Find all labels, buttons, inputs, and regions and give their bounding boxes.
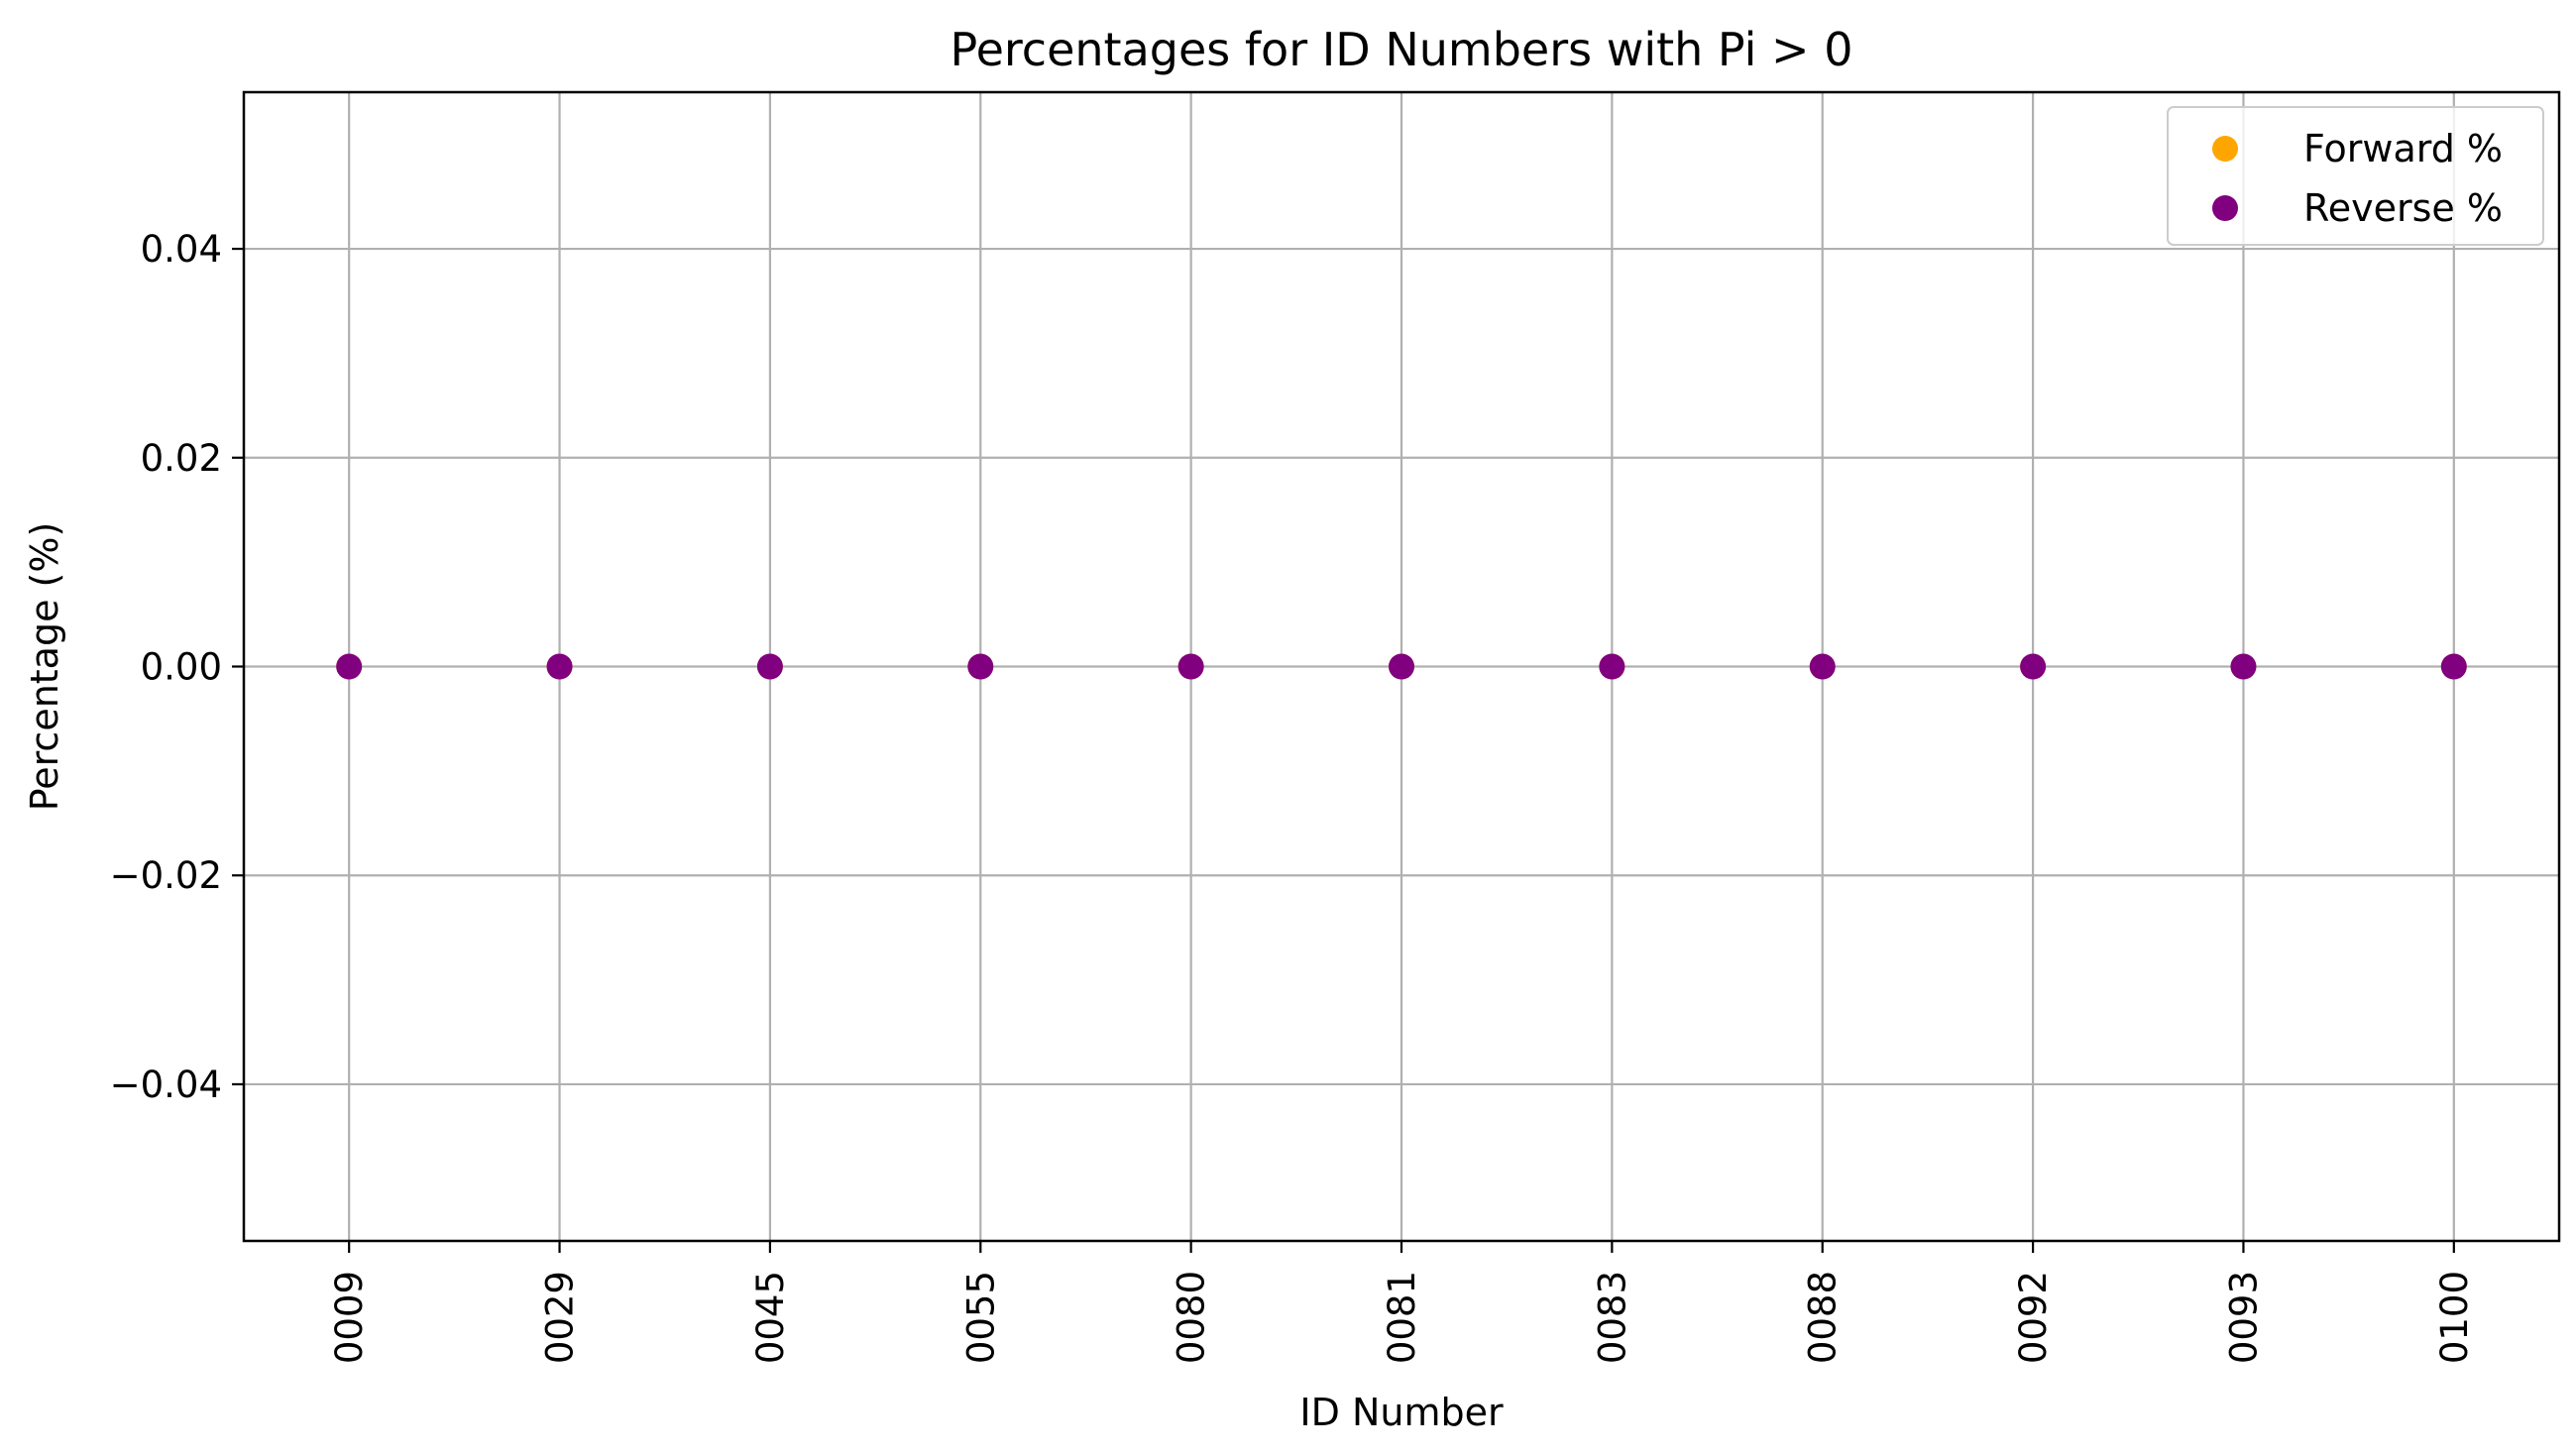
x-tick-label: 0093 bbox=[2222, 1271, 2265, 1364]
x-tick-label: 0055 bbox=[959, 1271, 1002, 1364]
legend-label: Reverse % bbox=[2303, 186, 2503, 230]
point-reverse bbox=[336, 653, 363, 680]
point-reverse bbox=[546, 653, 573, 680]
x-tick-label: 0009 bbox=[328, 1271, 371, 1364]
x-tick-label: 0080 bbox=[1171, 1271, 1213, 1364]
legend-label: Forward % bbox=[2303, 127, 2503, 170]
y-tick-label: 0.00 bbox=[141, 646, 222, 689]
x-tick-label: 0100 bbox=[2433, 1271, 2476, 1364]
x-axis-label: ID Number bbox=[1299, 1391, 1504, 1434]
data-points bbox=[336, 653, 2467, 680]
x-tick-label: 0083 bbox=[1591, 1271, 1633, 1364]
point-reverse bbox=[1177, 653, 1204, 680]
chart-title: Percentages for ID Numbers with Pi > 0 bbox=[951, 23, 1853, 76]
x-tick-label: 0088 bbox=[1802, 1271, 1845, 1364]
point-reverse bbox=[756, 653, 783, 680]
axis-ticks: 0009 0029 0045 0055 0080 0081 0083 0088 0092 0093… bbox=[110, 228, 2476, 1364]
legend-marker bbox=[2212, 195, 2238, 221]
y-axis-label: Percentage (%) bbox=[23, 522, 66, 812]
y-tick-label: −0.04 bbox=[110, 1064, 222, 1106]
y-tick-label: 0.02 bbox=[141, 437, 222, 480]
legend-marker bbox=[2212, 136, 2238, 162]
point-reverse bbox=[2230, 653, 2257, 680]
point-reverse bbox=[2020, 653, 2047, 680]
y-tick-label: 0.04 bbox=[141, 228, 222, 271]
legend: Forward % Reverse % bbox=[2167, 106, 2544, 246]
point-reverse bbox=[1389, 653, 1414, 680]
point-reverse bbox=[1599, 653, 1625, 680]
y-tick-label: −0.02 bbox=[110, 854, 222, 897]
x-tick-label: 0092 bbox=[2012, 1271, 2055, 1364]
point-reverse bbox=[2440, 653, 2467, 680]
point-reverse bbox=[1809, 653, 1836, 680]
legend-box bbox=[2167, 106, 2544, 246]
x-tick-label: 0081 bbox=[1381, 1271, 1423, 1364]
x-tick-label: 0029 bbox=[539, 1271, 582, 1364]
x-tick-label: 0045 bbox=[749, 1271, 792, 1364]
point-reverse bbox=[967, 653, 994, 680]
